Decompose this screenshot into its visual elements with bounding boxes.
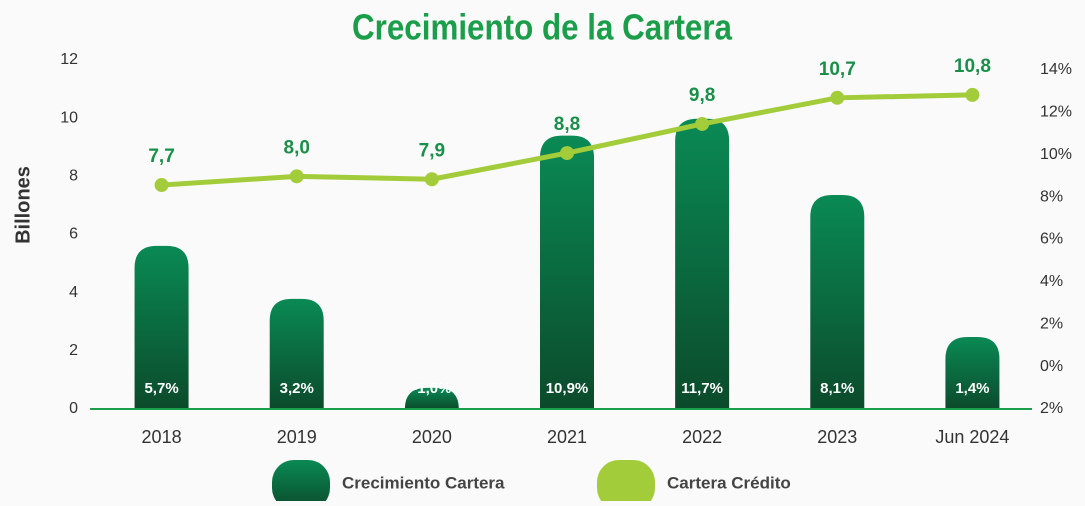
bar xyxy=(540,135,594,409)
line-point xyxy=(695,116,710,131)
legend-swatch xyxy=(272,460,330,506)
line-point xyxy=(289,169,304,184)
bar xyxy=(269,298,324,409)
bar xyxy=(404,387,459,409)
legend-label: Cartera Crédito xyxy=(667,473,791,492)
chart-title: Crecimiento de la Cartera xyxy=(352,7,733,48)
line-point xyxy=(965,87,980,102)
bar-value-label: 11,7% xyxy=(681,380,723,397)
y-tick-label: 10 xyxy=(60,109,78,126)
x-tick-label: Jun 2024 xyxy=(935,427,1009,447)
bar xyxy=(134,245,189,409)
line-point xyxy=(424,172,439,187)
line-value-label: 8,8 xyxy=(554,114,580,135)
y-tick-label: 6 xyxy=(69,226,78,243)
x-tick-label: 2022 xyxy=(682,427,722,447)
bar-value-label: 3,2% xyxy=(280,380,314,397)
y-tick-label: 0 xyxy=(69,400,78,417)
line-value-label: 7,9 xyxy=(419,140,445,161)
bar-value-label: 10,9% xyxy=(546,380,589,397)
line-value-label: 10,7 xyxy=(819,59,856,80)
bar-value-label: 5,7% xyxy=(144,380,178,397)
y2-tick-label: 6% xyxy=(1040,231,1063,248)
bar-value-label: 1,4% xyxy=(955,380,989,397)
x-tick-label: 2020 xyxy=(412,427,452,447)
y2-tick-label: 0% xyxy=(1040,358,1063,375)
bar xyxy=(810,195,865,409)
line-value-label: 7,7 xyxy=(148,146,174,167)
y2-tick-label: 12% xyxy=(1040,104,1072,121)
line-value-label: 9,8 xyxy=(689,85,715,106)
line-value-label: 10,8 xyxy=(954,56,991,77)
y-tick-label: 2 xyxy=(69,342,78,359)
line-point xyxy=(560,146,574,161)
y2-tick-label: 4% xyxy=(1040,273,1063,290)
y2-tick-label: 8% xyxy=(1040,188,1063,205)
line-point xyxy=(154,178,169,193)
bar xyxy=(675,118,730,409)
y2-tick-label: 2% xyxy=(1040,400,1063,417)
y2-tick-label: 10% xyxy=(1040,146,1072,163)
y-tick-label: 8 xyxy=(69,168,78,185)
legend-swatch xyxy=(597,460,655,506)
x-tick-label: 2019 xyxy=(277,427,317,447)
y2-tick-label: 14% xyxy=(1040,61,1072,78)
x-tick-label: 2018 xyxy=(142,427,182,447)
line-value-label: 8,0 xyxy=(284,137,310,158)
y-tick-label: 4 xyxy=(69,284,78,301)
y2-tick-label: 2% xyxy=(1040,315,1063,332)
bar xyxy=(945,336,1000,409)
x-tick-label: 2021 xyxy=(547,427,587,447)
bar-value-label: -1,0% xyxy=(412,380,451,397)
y-tick-label: 12 xyxy=(60,51,78,68)
line-point xyxy=(830,90,845,105)
bar-value-label: 8,1% xyxy=(820,380,854,397)
legend-label: Crecimiento Cartera xyxy=(342,473,505,492)
y-axis-label: Billones xyxy=(12,166,34,244)
x-tick-label: 2023 xyxy=(817,427,857,447)
